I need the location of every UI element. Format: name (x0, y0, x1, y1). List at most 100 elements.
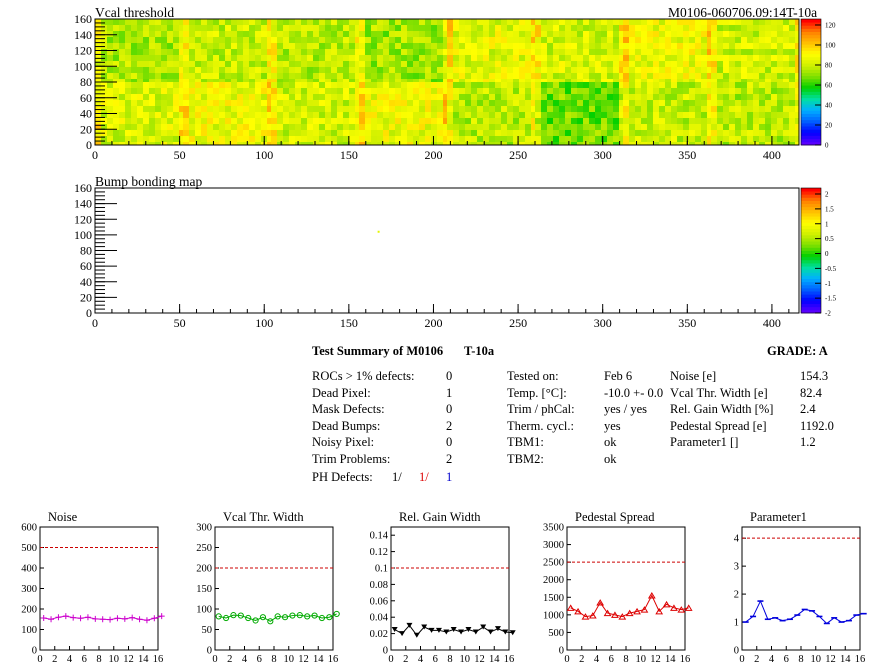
pixel-cell (207, 31, 214, 38)
pixel-cell (407, 94, 414, 101)
pixel-cell (301, 118, 308, 125)
pixel-cell (613, 55, 620, 62)
pixel-cell (647, 94, 654, 101)
pixel-cell (477, 25, 484, 32)
pixel-cell (659, 49, 666, 56)
pixel-cell (119, 118, 126, 125)
pixel-cell (155, 49, 162, 56)
pixel-cell (437, 106, 444, 113)
pixel-cell (765, 142, 772, 146)
pixel-cell (513, 55, 520, 62)
pixel-cell (249, 130, 256, 137)
pixel-cell (783, 112, 790, 119)
pixel-cell (443, 130, 448, 137)
pixel-cell (243, 130, 250, 137)
vcal-map-y-tick-label: 160 (74, 12, 92, 26)
pixel-cell (301, 112, 308, 119)
pixel-cell (489, 49, 496, 56)
pixel-cell (783, 19, 790, 26)
pixel-cell (519, 49, 526, 56)
pixel-cell (459, 49, 466, 56)
vcal-scale-band (801, 107, 821, 111)
pixel-cell (507, 94, 514, 101)
pixel-cell (489, 112, 496, 119)
pixel-cell (623, 100, 630, 107)
pixel-cell (307, 61, 314, 68)
pixel-cell (717, 130, 724, 137)
plot-point (311, 612, 318, 619)
pixel-cell (795, 79, 800, 83)
bump-map-frame (94, 187, 800, 314)
pixel-cell (595, 130, 602, 137)
vcal-map-x-tick-label: 150 (340, 148, 358, 162)
pixel-cell (143, 82, 150, 89)
pixel-cell (765, 61, 772, 68)
pixel-cell (559, 55, 566, 62)
pixel-cell (295, 55, 302, 62)
pixel-cell (471, 67, 478, 74)
pixel-cell (741, 118, 748, 125)
pixel-cell (535, 142, 542, 146)
pixel-cell (443, 67, 448, 74)
plot-point (618, 613, 627, 620)
pixel-cell (125, 112, 132, 119)
bump-scale-band (801, 228, 821, 233)
plot-2: 0 2 4 6 8 10 12 14 1600.020.040.060.080.10.120.1… (370, 526, 516, 665)
pixel-cell (483, 88, 490, 95)
pixel-cell (443, 37, 448, 44)
pixel-cell (759, 79, 766, 83)
pixel-cell (301, 130, 308, 137)
pixel-cell (407, 61, 414, 68)
bump-map-x-tick-label: 200 (424, 316, 442, 330)
pixel-cell (683, 19, 690, 26)
pixel-cell (701, 118, 708, 125)
pixel-cell (425, 106, 432, 113)
pixel-cell (535, 25, 542, 32)
pixel-cell (113, 61, 120, 68)
pixel-cell (535, 94, 542, 101)
pixel-cell (601, 55, 608, 62)
pixel-cell (607, 61, 614, 68)
pixel-cell (125, 37, 132, 44)
plot-y-tick-label: 150 (196, 584, 212, 595)
pixel-cell (383, 88, 390, 95)
pixel-cell (771, 106, 778, 113)
pixel-cell (225, 73, 232, 80)
pixel-cell (173, 130, 180, 137)
roc-0-7 (711, 19, 800, 83)
pixel-cell (119, 82, 126, 89)
plot-x-tick-label: 14 (665, 654, 676, 665)
pixel-cell (795, 19, 800, 26)
pixel-cell (189, 37, 196, 44)
pixel-cell (471, 37, 478, 44)
bump-color-scale: -2-1.5-1-0.500.511.52 (800, 187, 837, 318)
pixel-cell (161, 43, 168, 50)
pixel-cell (483, 67, 490, 74)
plot-y-tick-label: 0.04 (370, 613, 389, 624)
pixel-cell (629, 25, 636, 32)
pixel-cell (559, 94, 566, 101)
pixel-cell (525, 67, 532, 74)
pixel-cell (383, 43, 390, 50)
pixel-cell (707, 19, 712, 26)
pixel-cell (553, 19, 560, 26)
summary-temp-tag: T-10a (464, 344, 495, 358)
pixel-cell (653, 43, 660, 50)
pixel-cell (325, 31, 332, 38)
pixel-cell (173, 82, 180, 89)
plot-point (70, 614, 77, 621)
pixel-cell (425, 43, 432, 50)
pixel-cell (619, 136, 624, 143)
pixel-cell (143, 124, 150, 131)
pixel-cell (783, 73, 790, 80)
pixel-cell (513, 61, 520, 68)
pixel-cell (595, 112, 602, 119)
pixel-cell (359, 67, 366, 74)
pixel-cell (483, 43, 490, 50)
pixel-cell (541, 19, 548, 26)
pixel-cell (413, 55, 420, 62)
pixel-cell (759, 130, 766, 137)
pixel-cell (465, 31, 472, 38)
plot-point (143, 617, 150, 624)
pixel-cell (149, 136, 156, 143)
